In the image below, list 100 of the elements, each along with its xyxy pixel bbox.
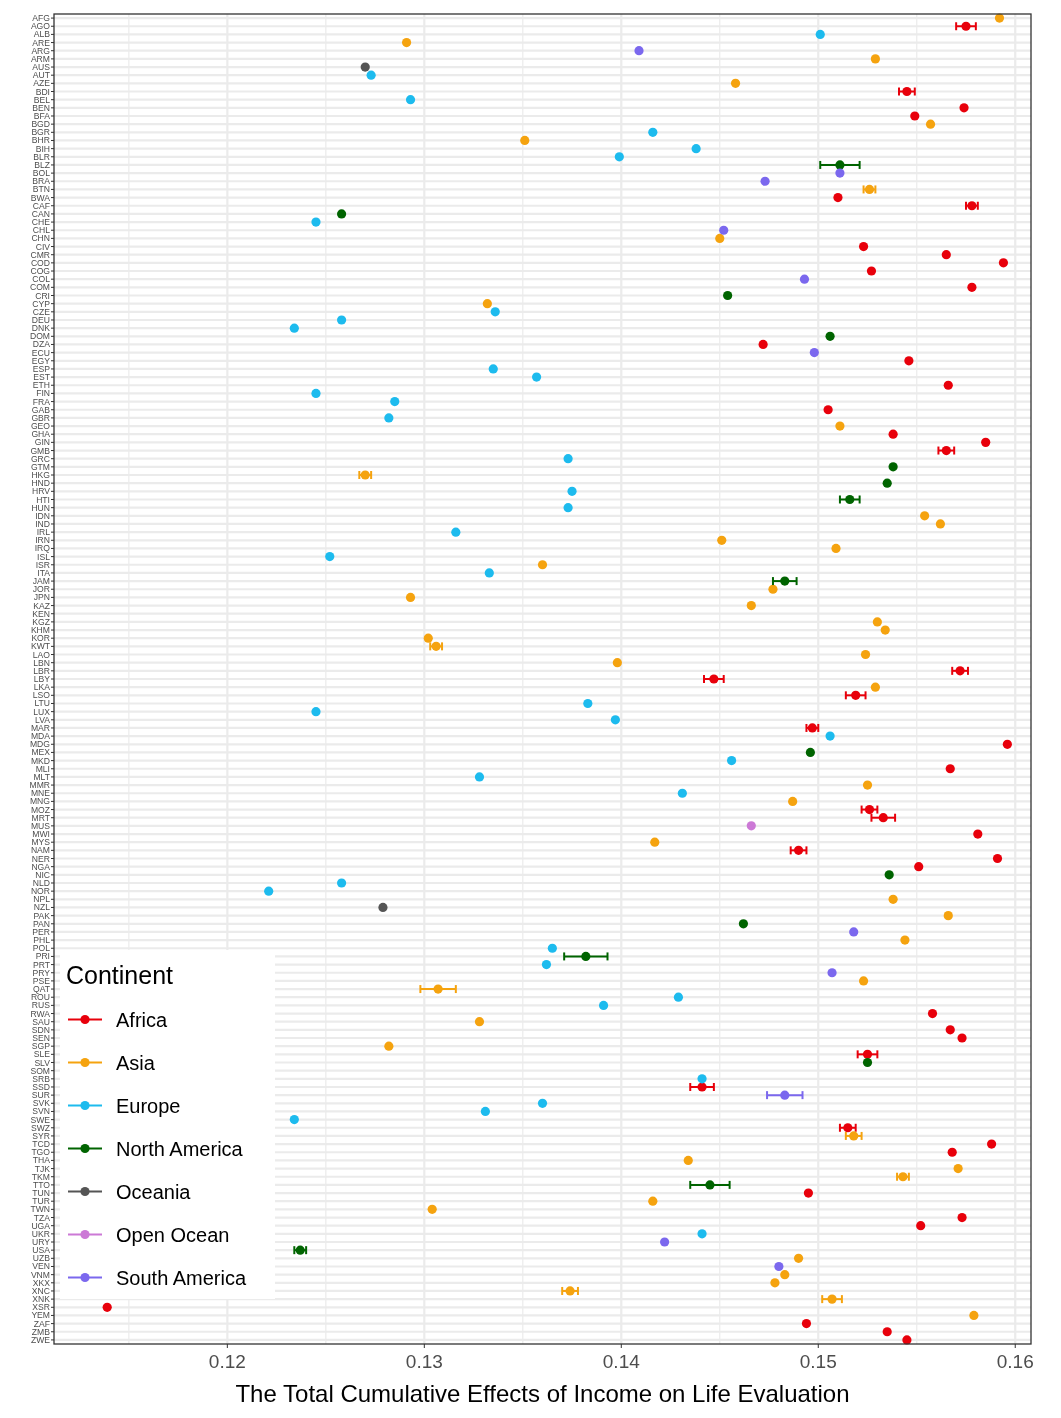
y-tick-label: YEM (31, 1310, 50, 1321)
point (648, 127, 658, 137)
point (866, 266, 877, 276)
point (862, 1057, 873, 1068)
point (998, 258, 1009, 268)
y-tick-label: LUX (33, 706, 51, 717)
point (849, 1131, 859, 1141)
y-tick-label: ECU (31, 347, 50, 358)
point (746, 821, 756, 831)
point (709, 674, 719, 684)
y-tick-label: ITA (37, 567, 51, 578)
point (697, 1229, 707, 1239)
point (862, 780, 873, 790)
point (650, 837, 660, 847)
point (311, 217, 321, 227)
y-tick-label: IRQ (34, 543, 51, 554)
y-tick-label: NPL (33, 894, 51, 905)
y-tick-label: SWE (30, 1114, 51, 1125)
y-tick-label: QAT (32, 984, 51, 995)
y-tick-label: URY (32, 1237, 51, 1248)
y-tick-label: SOM (30, 1065, 50, 1076)
y-tick-label: GMB (30, 445, 51, 456)
y-tick-label: ARE (32, 37, 51, 48)
point (801, 1319, 812, 1329)
y-tick-label: AZE (33, 78, 51, 89)
legend-label: Open Ocean (116, 1223, 230, 1246)
y-tick-label: CIV (35, 241, 51, 252)
point (904, 356, 914, 366)
point (920, 511, 930, 521)
y-tick-label: DNK (31, 323, 51, 334)
y-tick-label: VEN (32, 1261, 50, 1272)
point (336, 315, 347, 325)
point (677, 788, 687, 798)
y-tick-label: IRL (36, 527, 51, 538)
y-tick-label: SDN (31, 1024, 50, 1035)
y-tick-label: USA (32, 1245, 51, 1256)
point (541, 959, 552, 970)
point (770, 1278, 780, 1288)
y-tick-label: ARM (30, 53, 50, 64)
point (835, 421, 845, 431)
point (780, 1090, 790, 1100)
y-tick-label: GBR (31, 412, 50, 423)
y-tick-label: CAN (31, 208, 50, 219)
point (981, 437, 991, 447)
point (780, 1270, 790, 1280)
y-tick-label: PHL (33, 935, 51, 946)
legend-label: Asia (116, 1051, 156, 1074)
point (882, 478, 892, 488)
y-tick-label: COM (29, 282, 50, 293)
y-tick-label: HUN (31, 502, 50, 513)
point (888, 894, 898, 904)
y-tick-label: SYR (32, 1130, 50, 1141)
point (872, 617, 882, 627)
y-tick-label: MRT (31, 812, 51, 823)
point (758, 339, 768, 350)
y-tick-label: LBY (33, 674, 51, 685)
y-tick-label: SSD (32, 1081, 50, 1092)
point (870, 54, 880, 64)
point (563, 454, 573, 464)
y-tick-label: SUR (31, 1090, 50, 1101)
y-tick-label: IRN (35, 535, 50, 546)
y-tick-label: TJK (34, 1163, 51, 1174)
y-tick-label: GAB (31, 404, 51, 415)
point (401, 37, 412, 48)
point (697, 1074, 707, 1084)
y-tick-label: DZA (32, 339, 51, 350)
y-tick-label: TCD (32, 1139, 50, 1150)
y-tick-label: ZMB (31, 1326, 51, 1337)
y-tick-label: CZE (32, 306, 51, 317)
point (567, 486, 577, 496)
point (730, 78, 741, 88)
point (531, 372, 542, 382)
point (943, 380, 953, 390)
y-tick-label: MNG (29, 796, 51, 807)
y-tick-label: TUN (32, 1188, 50, 1199)
y-tick-label: MOZ (30, 804, 50, 815)
y-tick-label: BLR (33, 151, 50, 162)
point (683, 1155, 693, 1166)
point (945, 1025, 955, 1035)
point (474, 772, 485, 782)
y-tick-label: BTN (32, 184, 50, 195)
y-tick-label: CRI (35, 290, 50, 301)
y-tick-label: SVN (32, 1106, 50, 1117)
y-tick-label: COD (30, 257, 50, 268)
point (423, 633, 433, 643)
point (673, 992, 684, 1002)
point (862, 1049, 873, 1059)
y-tick-label: EGY (31, 355, 51, 366)
y-tick-label: SGP (31, 1041, 51, 1052)
point (427, 1204, 437, 1214)
point (289, 1115, 299, 1125)
x-tick-label: 0.14 (602, 1351, 641, 1372)
y-tick-label: NIC (35, 869, 50, 880)
y-tick-label: KEN (32, 608, 50, 619)
y-tick-label: MKD (30, 755, 50, 766)
point (484, 568, 494, 578)
point (598, 1000, 609, 1010)
point (612, 658, 622, 668)
y-tick-label: TWN (30, 1204, 50, 1215)
point (311, 707, 321, 717)
